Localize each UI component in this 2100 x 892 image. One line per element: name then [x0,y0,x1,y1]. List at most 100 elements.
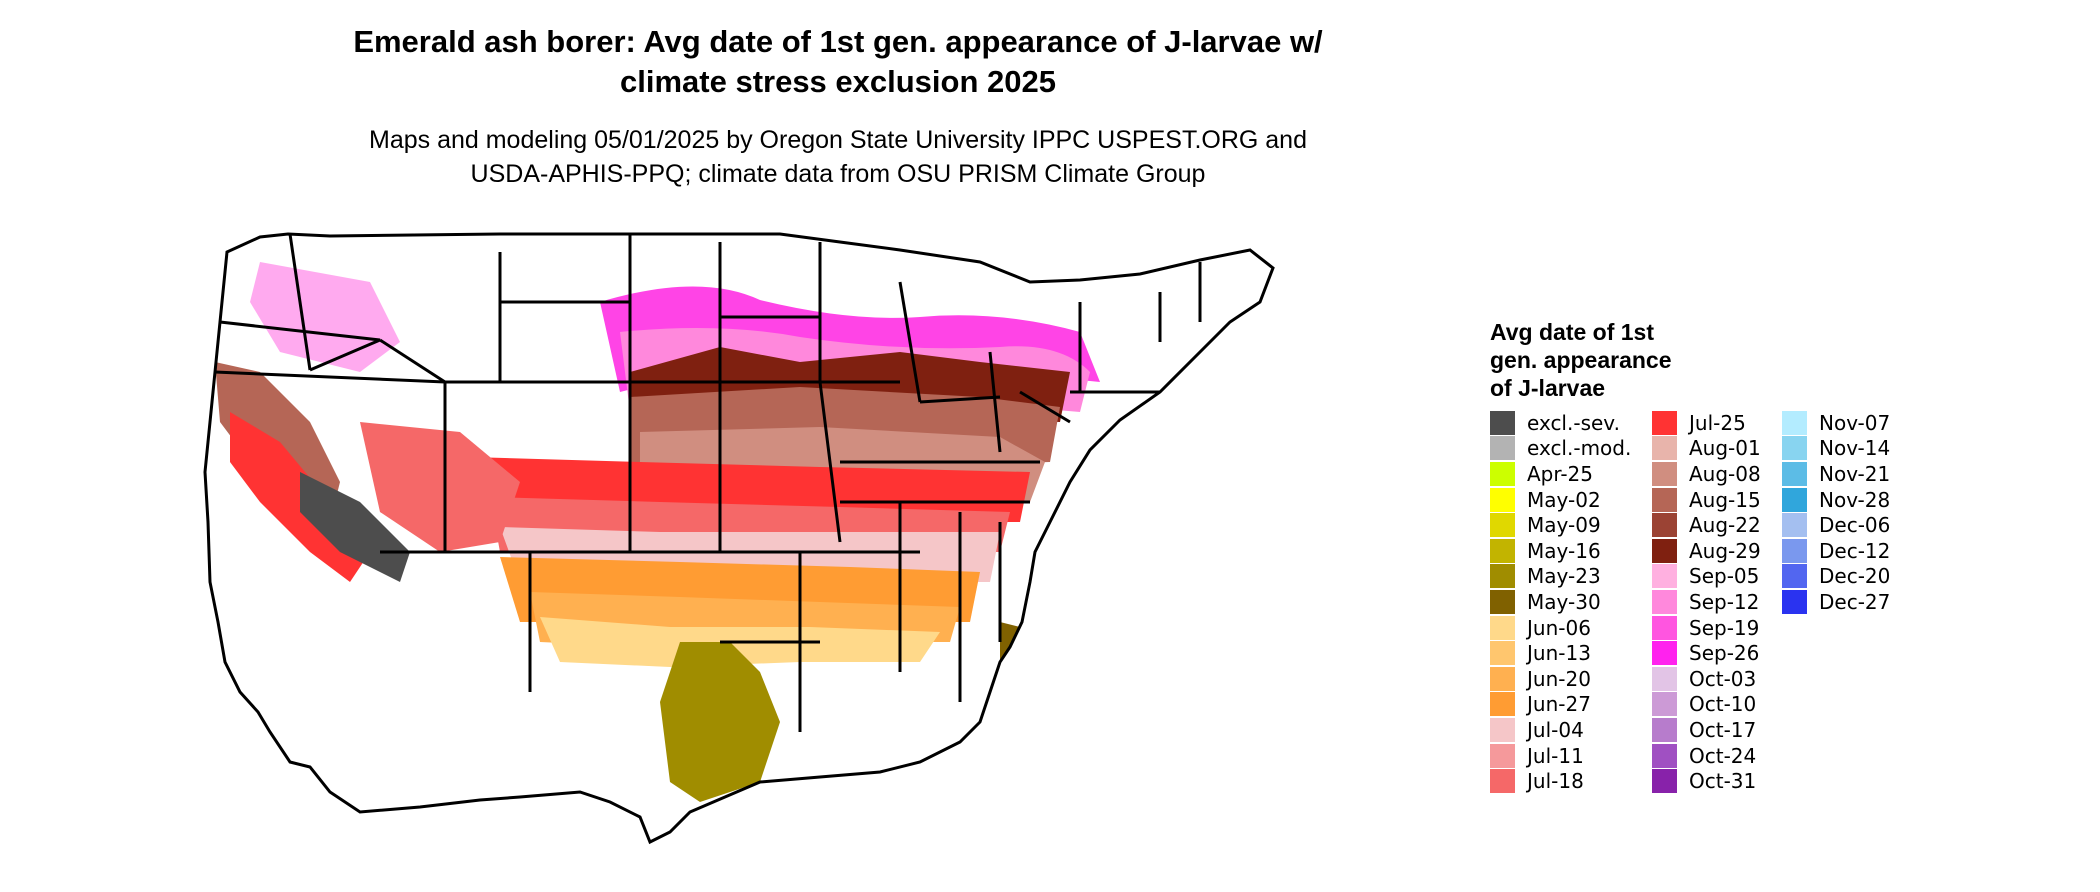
legend-label: Jun-13 [1527,641,1591,666]
legend-item: Dec-20 [1782,564,1890,590]
legend-item: Jul-11 [1490,743,1631,769]
legend-swatch [1490,743,1515,768]
legend-swatch [1490,666,1515,691]
legend-swatch [1490,615,1515,640]
legend-swatch [1490,564,1515,589]
legend-item: Dec-06 [1782,512,1890,538]
legend-item: May-16 [1490,538,1631,564]
legend-swatch [1652,410,1677,435]
legend-item: excl.-sev. [1490,410,1631,436]
band-mountain-sep [250,262,400,372]
legend-label: Jul-18 [1527,769,1584,794]
legend-swatch [1652,564,1677,589]
legend-label: Oct-31 [1689,769,1757,794]
legend-item: Oct-17 [1652,717,1761,743]
legend-item: Jun-27 [1490,692,1631,718]
legend-label: Oct-17 [1689,717,1757,742]
band-may-florida [1000,622,1060,742]
legend-item: Aug-22 [1652,512,1761,538]
legend-title-line-2: gen. appearance [1490,347,1672,373]
legend-swatch [1652,692,1677,717]
legend-swatch [1490,641,1515,666]
map-subtitle: Maps and modeling 05/01/2025 by Oregon S… [0,123,1676,191]
legend-item: Nov-14 [1782,436,1890,462]
legend-swatch [1490,769,1515,794]
map-subtitle-line-2: USDA-APHIS-PPQ; climate data from OSU PR… [470,160,1206,188]
legend-swatch [1652,666,1677,691]
legend-swatch [1490,692,1515,717]
legend-label: Aug-29 [1689,538,1761,563]
legend-label: Aug-01 [1689,436,1761,461]
legend-swatch [1490,538,1515,563]
legend-title-line-1: Avg date of 1st [1490,319,1655,345]
legend-label: Sep-26 [1689,641,1760,666]
state-boundaries [203,232,1275,845]
legend-label: Jul-11 [1527,743,1584,768]
legend-item: Jun-20 [1490,666,1631,692]
legend-title-line-3: of J-larvae [1490,375,1606,401]
legend-label: Dec-12 [1819,538,1891,563]
legend-swatch [1652,436,1677,461]
legend-label: May-09 [1527,513,1601,538]
legend-item: Aug-15 [1652,487,1761,513]
band-southwest-red [360,422,520,552]
legend-swatch [1652,461,1677,486]
legend-swatch [1652,538,1677,563]
legend-swatch [1652,717,1677,742]
legend-title: Avg date of 1st gen. appearance of J-lar… [1490,318,1790,402]
legend-label: Oct-03 [1689,666,1757,691]
phenology-bands [215,262,1100,802]
legend-item: Sep-12 [1652,589,1761,615]
legend-swatch [1782,436,1807,461]
legend-swatch [1490,589,1515,614]
legend-label: Dec-20 [1819,564,1891,589]
legend-label: Nov-14 [1819,436,1891,461]
legend-swatch [1652,769,1677,794]
legend-item: Sep-05 [1652,564,1761,590]
legend-swatch [1652,743,1677,768]
legend-item: Nov-07 [1782,410,1890,436]
legend-label: May-23 [1527,564,1601,589]
legend-item: Jul-25 [1652,410,1761,436]
legend-item: Jul-18 [1490,768,1631,794]
legend-item: Aug-08 [1652,461,1761,487]
legend-label: Sep-12 [1689,589,1760,614]
legend-swatch [1782,410,1807,435]
legend-label: Sep-19 [1689,615,1760,640]
legend-item: Sep-26 [1652,640,1761,666]
legend-label: Dec-27 [1819,589,1891,614]
legend-label: Oct-24 [1689,743,1757,768]
legend-label: Jun-20 [1527,666,1591,691]
legend-item: May-09 [1490,512,1631,538]
legend-label: Aug-08 [1689,461,1761,486]
legend-swatch [1490,461,1515,486]
legend-label: Oct-10 [1689,692,1757,717]
legend-label: May-16 [1527,538,1601,563]
legend-item: Oct-31 [1652,768,1761,794]
legend-swatch [1490,410,1515,435]
legend-item: excl.-mod. [1490,436,1631,462]
legend-swatch [1652,513,1677,538]
legend-item: Jul-04 [1490,717,1631,743]
legend-label: excl.-sev. [1527,410,1620,435]
legend-label: May-02 [1527,487,1601,512]
legend-item: Dec-27 [1782,589,1890,615]
legend-swatch [1652,589,1677,614]
map-title: Emerald ash borer: Avg date of 1st gen. … [0,22,1676,102]
legend-label: Jul-25 [1689,410,1746,435]
legend-swatch [1782,589,1807,614]
legend-label: Jun-27 [1527,692,1591,717]
legend-column-1: excl.-sev. excl.-mod. Apr-25 May-02 May-09 Ma… [1490,410,1631,794]
legend-label: Nov-28 [1819,487,1891,512]
legend-label: May-30 [1527,589,1601,614]
legend-label: Aug-15 [1689,487,1761,512]
legend-item: Aug-29 [1652,538,1761,564]
legend-item: May-30 [1490,589,1631,615]
legend-column-2: Jul-25 Aug-01 Aug-08 Aug-15 Aug-22 Aug-29 Sep-… [1652,410,1761,794]
legend-swatch [1782,487,1807,512]
legend-item: Jun-06 [1490,615,1631,641]
legend-item: Sep-19 [1652,615,1761,641]
map-subtitle-line-1: Maps and modeling 05/01/2025 by Oregon S… [369,126,1307,154]
legend-label: Sep-05 [1689,564,1760,589]
legend-swatch [1490,717,1515,742]
